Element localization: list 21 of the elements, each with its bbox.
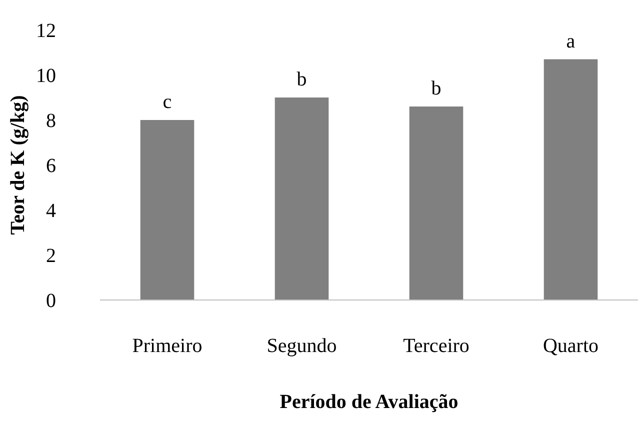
annotation: b [296,68,307,90]
y-tick-label: 12 [36,20,56,42]
annotation: b [431,78,442,100]
x-tick-label: Quarto [542,335,599,357]
y-tick-label: 0 [46,290,56,312]
bar [409,106,464,300]
x-tick-label: Segundo [266,335,337,357]
y-tick-label: 8 [46,110,56,132]
y-tick-label: 6 [46,155,56,177]
bar [274,98,329,300]
x-axis-title: Período de Avaliação [280,391,458,413]
y-tick-label: 10 [36,65,56,87]
annotation: c [162,91,172,113]
x-tick-label: Primeiro [132,335,202,357]
y-axis-title: Teor de K (g/kg) [7,95,29,235]
x-tick-label: Terceiro [403,335,470,357]
bar [140,120,194,300]
y-tick-label: 2 [46,245,56,267]
y-tick-label: 4 [46,200,56,222]
annotation: a [566,30,576,52]
bar [544,59,598,300]
